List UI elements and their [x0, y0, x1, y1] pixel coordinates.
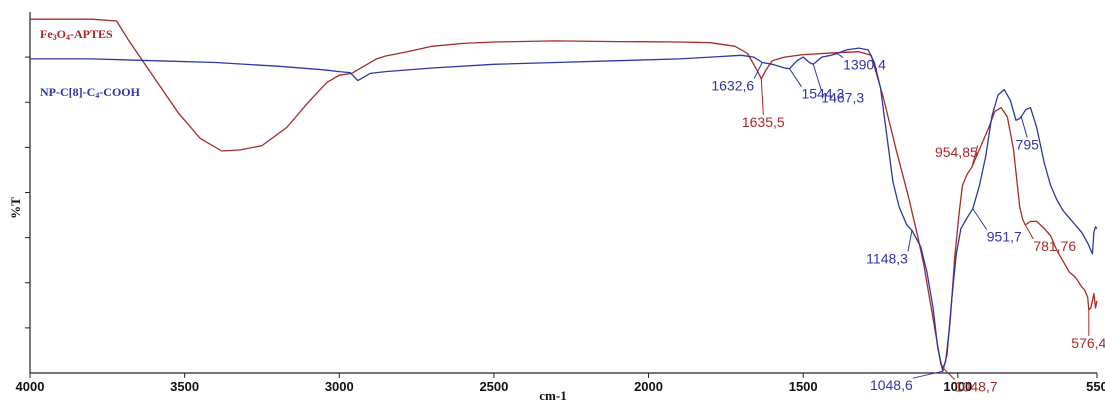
peak-leader-line	[760, 78, 764, 115]
peak-leader-line	[942, 367, 956, 380]
x-tick-label: 1500	[789, 379, 818, 394]
peak-leader-line	[972, 208, 988, 231]
peak-label: 795	[1016, 137, 1040, 153]
peak-leader-line	[812, 64, 822, 91]
x-tick-label: 2500	[479, 379, 508, 394]
peak-leader-line	[1020, 116, 1028, 138]
legend-label-series-2: NP-C[8]-C4-COOH	[40, 85, 141, 100]
legend-label-series-1: Fe3O4-APTES	[40, 27, 113, 42]
peak-label: 576,4	[1071, 335, 1105, 351]
x-tick-label: 550	[1086, 379, 1105, 394]
peak-leader-line	[912, 370, 943, 379]
peak-label: 781,76	[1033, 238, 1076, 254]
peak-leader-line	[836, 53, 844, 58]
y-axis-title: %T	[8, 197, 23, 219]
x-axis-title: cm-1	[539, 388, 566, 403]
peak-label: 951,7	[987, 229, 1022, 245]
legend: Fe3O4-APTES NP-C[8]-C4-COOH	[40, 27, 141, 100]
x-tick-label: 2000	[634, 379, 663, 394]
peak-leader-line	[907, 230, 913, 252]
x-tick-label: 3500	[170, 379, 199, 394]
peak-label: 1632,6	[711, 78, 754, 94]
peak-label: 1048,6	[870, 377, 913, 393]
peak-label: 1390,4	[843, 57, 886, 73]
series-line-1	[30, 18, 1098, 369]
series-line-2	[30, 47, 1098, 372]
peak-leader-line	[1024, 224, 1034, 240]
x-tick-label: 1000	[943, 379, 972, 394]
x-tick-label: 3000	[325, 379, 354, 394]
peak-leader-line	[753, 62, 763, 79]
series-lines	[30, 18, 1098, 372]
peak-label: 1635,5	[742, 114, 785, 130]
axes: 4000 3500 3000 2500 2000 1500 1000 550	[16, 12, 1105, 394]
peak-label: 1544,3	[801, 86, 844, 102]
peak-label: 1148,3	[866, 250, 908, 266]
peak-leader-line	[971, 145, 979, 168]
peak-label: 954,85	[935, 144, 978, 160]
x-tick-label: 4000	[16, 379, 45, 394]
peak-leader-line	[789, 68, 802, 87]
peak-label: 1048,7	[955, 379, 998, 395]
peak-label: 1467,3	[821, 89, 864, 105]
